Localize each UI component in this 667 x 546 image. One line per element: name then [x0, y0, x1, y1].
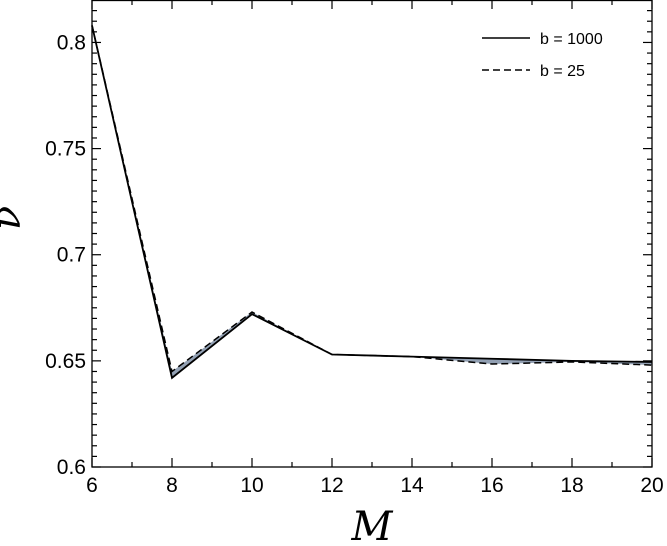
y-tick-label: 0.75	[45, 138, 86, 161]
x-tick-label: 14	[400, 474, 424, 497]
x-tick-label: 8	[166, 474, 178, 497]
x-tick-label: 6	[86, 474, 98, 497]
series-lines	[91, 25, 653, 380]
x-tick-label: 16	[480, 474, 503, 497]
x-tick-label: 20	[640, 474, 663, 497]
legend-label: b = 1000	[540, 31, 603, 48]
x-tick-label: 10	[240, 474, 263, 497]
x-tick-label: 12	[320, 474, 343, 497]
y-axis-title: ν	[0, 206, 30, 230]
legend: b = 1000 b = 25	[482, 31, 603, 80]
tick-labels: 6 8 10 12 14 16 18 20 0.6 0.65 0.7 0.75 0.8	[45, 31, 664, 497]
y-tick-label: 0.6	[57, 456, 86, 479]
axis-ticks	[91, 0, 653, 468]
y-tick-label: 0.65	[45, 350, 86, 373]
legend-label: b = 25	[540, 63, 585, 80]
series-line-2	[91, 25, 653, 373]
y-tick-label: 0.8	[57, 31, 86, 54]
x-tick-label: 18	[560, 474, 583, 497]
y-tick-label: 0.7	[57, 244, 86, 267]
x-axis-title: M	[351, 504, 394, 546]
